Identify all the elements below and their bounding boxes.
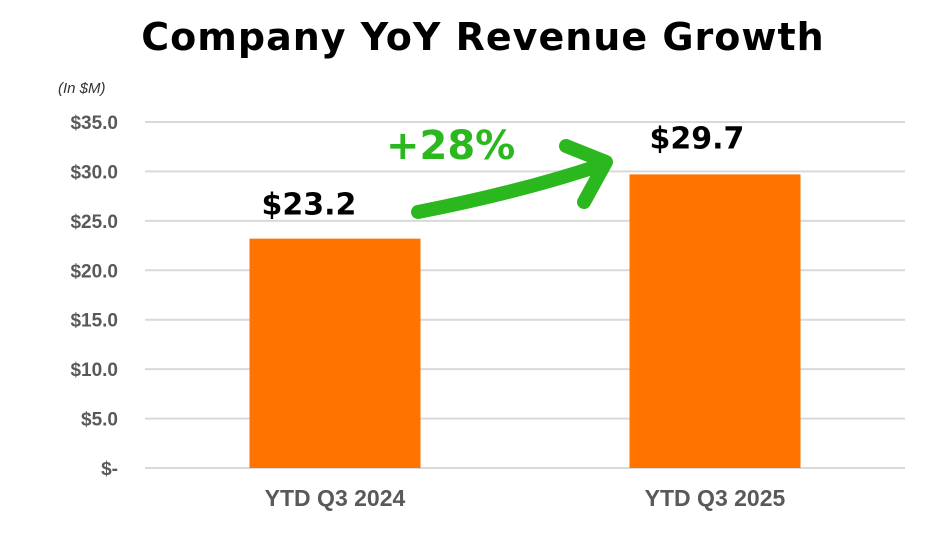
y-tick-label: $- — [101, 459, 118, 480]
unit-label: (In $M) — [58, 80, 106, 97]
x-category-label: YTD Q3 2024 — [265, 485, 406, 511]
y-tick-label: $30.0 — [70, 162, 118, 183]
bar-1 — [249, 238, 421, 468]
chart-title: Company YoY Revenue Growth — [141, 15, 824, 59]
y-tick-label: $35.0 — [70, 113, 118, 134]
growth-percent-label: +28% — [386, 123, 515, 169]
y-tick-label: $5.0 — [81, 410, 118, 431]
x-category-label: YTD Q3 2025 — [645, 485, 786, 511]
growth-arrow-icon — [411, 159, 605, 219]
data-labels: $23.2 $29.7 — [262, 121, 745, 222]
y-tick-label: $20.0 — [70, 261, 118, 282]
y-axis-ticks: $- $5.0 $10.0 $15.0 $20.0 $25.0 $30.0 $35.0 — [70, 113, 118, 480]
arrowhead-icon — [559, 139, 613, 209]
bars — [249, 174, 801, 468]
data-label-1: $23.2 — [262, 188, 357, 223]
bar-2 — [629, 174, 801, 468]
growth-annotation: +28% — [386, 123, 613, 219]
data-label-2: $29.7 — [650, 121, 745, 156]
y-tick-label: $15.0 — [70, 311, 118, 332]
y-tick-label: $10.0 — [70, 360, 118, 381]
y-tick-label: $25.0 — [70, 212, 118, 233]
x-axis-categories: YTD Q3 2024 YTD Q3 2025 — [265, 485, 786, 511]
